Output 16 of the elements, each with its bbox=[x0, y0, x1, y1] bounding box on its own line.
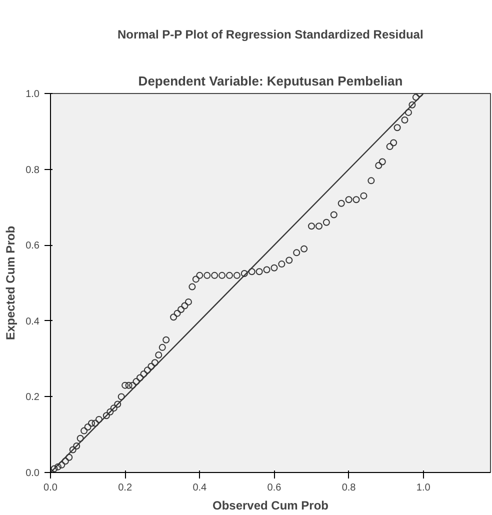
y-tick-label: 0.4 bbox=[26, 316, 40, 328]
x-tick-label: 0.2 bbox=[118, 482, 132, 494]
y-tick-label: 0.6 bbox=[26, 240, 40, 252]
x-axis-title: Observed Cum Prob bbox=[212, 498, 329, 512]
y-tick-label: 1.0 bbox=[26, 89, 40, 100]
x-tick-label: 0.4 bbox=[192, 482, 208, 494]
chart-title: Normal P-P Plot of Regression Standardized Residual bbox=[117, 28, 424, 42]
chart-subtitle: Dependent Variable: Keputusan Pembelian bbox=[138, 74, 403, 88]
y-tick-label: 0.0 bbox=[26, 468, 40, 479]
y-axis-title: Expected Cum Prob bbox=[4, 226, 18, 340]
y-tick-label: 0.8 bbox=[26, 164, 40, 176]
x-tick-label: 0.8 bbox=[342, 482, 356, 494]
x-tick-label: 1.0 bbox=[416, 482, 431, 494]
y-tick-label: 0.2 bbox=[26, 392, 40, 404]
x-tick-label: 0.6 bbox=[267, 482, 282, 494]
x-tick-label: 0.0 bbox=[44, 482, 58, 494]
